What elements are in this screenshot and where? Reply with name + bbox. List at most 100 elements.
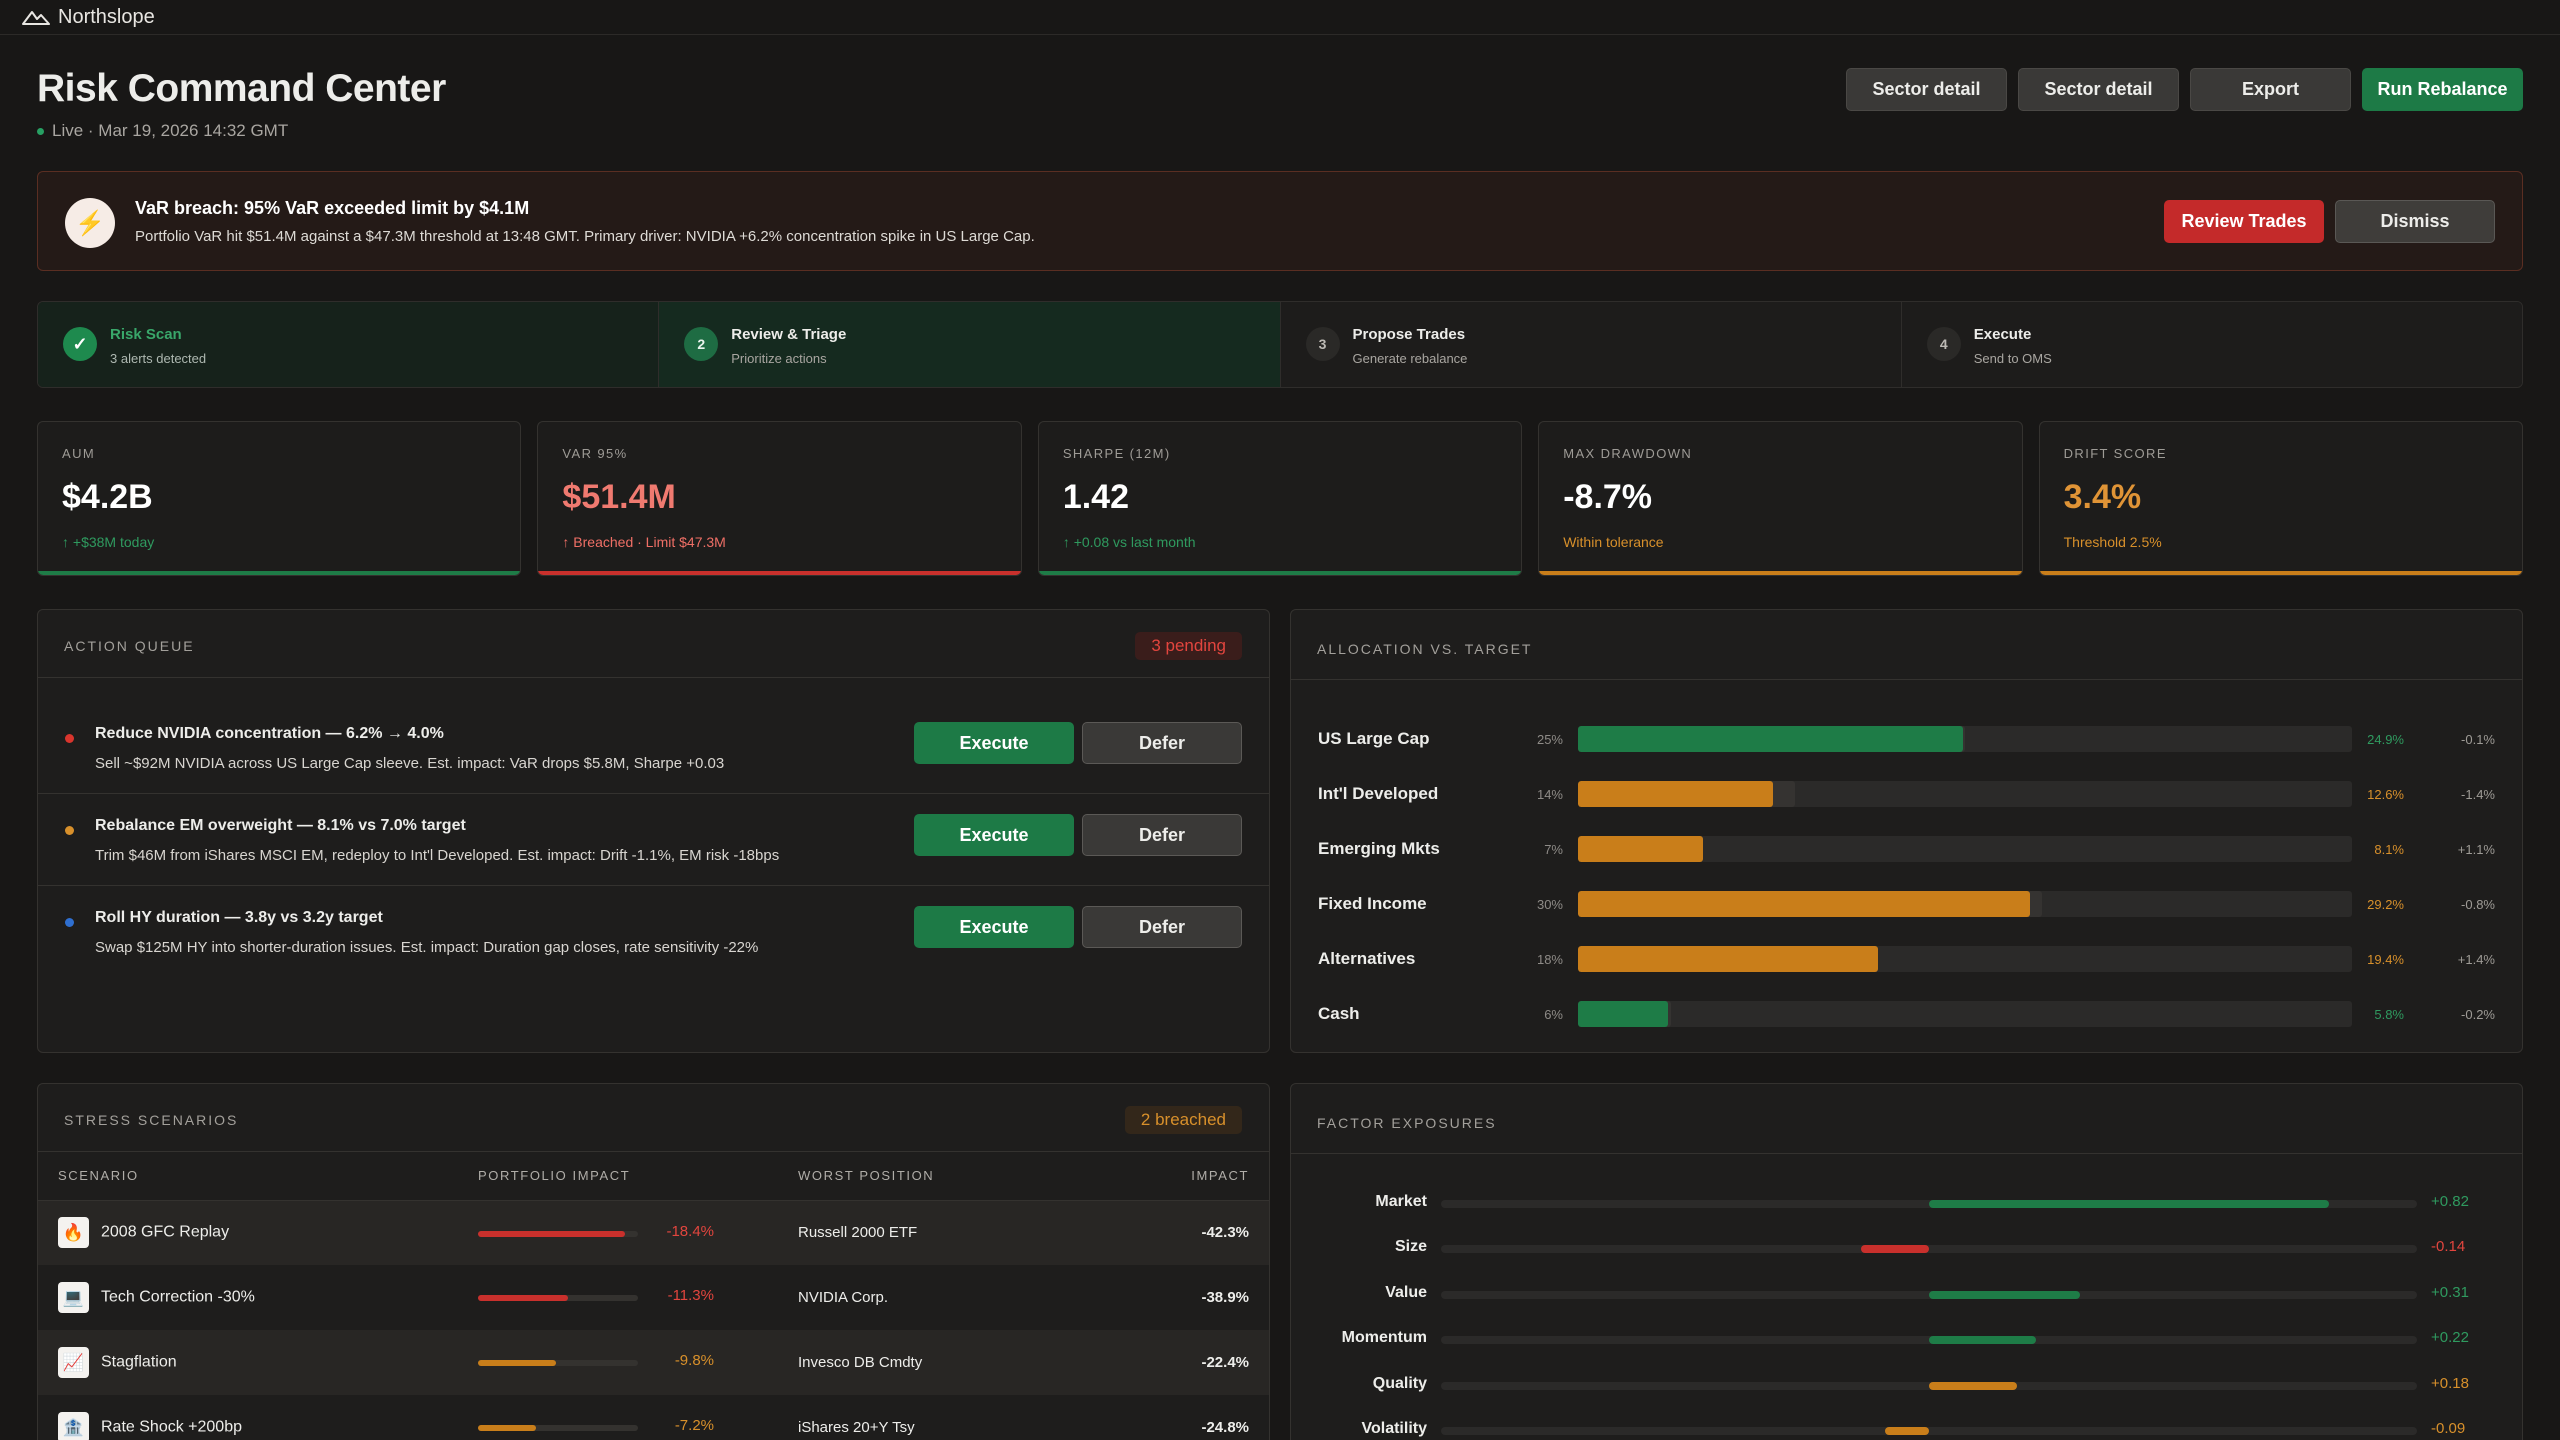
impact-bar — [478, 1360, 557, 1366]
step-title: Review & Triage — [731, 326, 847, 343]
action-queue-header: ACTION QUEUE 3 pending — [38, 610, 1269, 678]
allocation-row: Cash 6% 5.8% -0.2% — [1291, 999, 2522, 1029]
col-portfolio-impact[interactable]: PORTFOLIO IMPACT — [478, 1152, 798, 1201]
step-1[interactable]: ✓ Risk Scan 3 alerts detected — [38, 302, 660, 387]
col-worst-position[interactable]: WORST POSITION — [798, 1152, 1098, 1201]
action-title: Rebalance EM overweight — 8.1% vs 7.0% t… — [95, 817, 466, 834]
bank-icon: 🏦 — [58, 1412, 89, 1440]
mountain-logo-icon — [22, 11, 50, 25]
factor-value: +0.22 — [2431, 1329, 2469, 1347]
step-2[interactable]: 2 Review & Triage Prioritize actions — [659, 302, 1281, 387]
kpi-label: VAR 95% — [562, 446, 628, 461]
execute-button[interactable]: Execute — [914, 814, 1074, 856]
action-description: Sell ~$92M NVIDIA across US Large Cap sl… — [95, 755, 725, 772]
kpi-subtext: ↑ +0.08 vs last month — [1062, 534, 1196, 550]
allocation-row: Alternatives 18% 19.4% +1.4% — [1291, 944, 2522, 974]
impact-bar — [478, 1425, 536, 1431]
chart-icon: 📈 — [58, 1347, 89, 1378]
step-number: 2 — [684, 327, 719, 361]
col-scenario[interactable]: SCENARIO — [38, 1152, 478, 1201]
factor-value: +0.18 — [2431, 1374, 2469, 1392]
step-subtitle: Send to OMS — [1973, 351, 2052, 366]
stress-table-header: SCENARIO PORTFOLIO IMPACT WORST POSITION… — [38, 1152, 1269, 1201]
defer-button[interactable]: Defer — [1082, 722, 1242, 764]
step-3[interactable]: 3 Propose Trades Generate rebalance — [1280, 302, 1902, 387]
var-breach-alert: ⚡ VaR breach: 95% VaR exceeded limit by … — [37, 171, 2523, 271]
laptop-icon: 💻 — [58, 1282, 89, 1313]
export-button[interactable]: Export — [2190, 68, 2351, 111]
factor-bar-track — [1441, 1245, 2417, 1254]
impact-bar-track — [478, 1425, 638, 1431]
target-weight: 30% — [1536, 896, 1563, 912]
step-4[interactable]: 4 Execute Send to OMS — [1901, 302, 2522, 387]
factor-value: -0.14 — [2431, 1238, 2466, 1256]
top-bar: Northslope — [0, 0, 2560, 35]
kpi-label: AUM — [62, 446, 96, 461]
kpi-status-bar — [2039, 571, 2523, 575]
factor-row: Value +0.31 — [1291, 1278, 2522, 1308]
factor-value: -0.09 — [2431, 1420, 2466, 1437]
dismiss-button[interactable]: Dismiss — [2335, 200, 2495, 243]
table-row[interactable]: 🏦 Rate Shock +200bp -7.2% iShares 20+Y Tsy -… — [38, 1395, 1269, 1440]
asset-class-name: Emerging Mkts — [1318, 839, 1440, 858]
sector-detail-button-2[interactable]: Sector detail — [2018, 68, 2179, 111]
factor-bar — [1929, 1200, 2330, 1208]
priority-dot — [65, 918, 74, 927]
factor-name: Value — [1385, 1283, 1427, 1301]
factor-exposures-panel: FACTOR EXPOSURES Market +0.82 Size -0.14 Val… — [1290, 1083, 2523, 1440]
live-status: Live · Mar 19, 2026 14:32 GMT — [37, 121, 288, 141]
kpi-card: AUM $4.2B ↑ +$38M today — [37, 421, 522, 576]
weight-difference: -0.1% — [2461, 731, 2495, 747]
kpi-value: $4.2B — [62, 478, 153, 516]
target-weight: 7% — [1544, 841, 1563, 857]
allocation-row: Emerging Mkts 7% 8.1% +1.1% — [1291, 834, 2522, 864]
defer-button[interactable]: Defer — [1082, 814, 1242, 856]
actual-weight: 12.6% — [2367, 786, 2404, 802]
alert-title: VaR breach: 95% VaR exceeded limit by $4… — [135, 198, 530, 218]
allocation-bar-track — [1578, 1001, 2352, 1027]
step-subtitle: 3 alerts detected — [110, 351, 207, 366]
kpi-value: 1.42 — [1062, 478, 1129, 516]
breached-badge: 2 breached — [1124, 1106, 1242, 1134]
asset-class-name: Int'l Developed — [1318, 784, 1439, 803]
worst-impact: -38.9% — [1201, 1289, 1249, 1306]
target-weight: 6% — [1544, 1006, 1563, 1022]
asset-class-name: Cash — [1318, 1004, 1360, 1023]
table-row[interactable]: 📈 Stagflation -9.8% Invesco DB Cmdty -22.4% — [38, 1330, 1269, 1395]
factor-row: Size -0.14 — [1291, 1232, 2522, 1262]
col-impact[interactable]: IMPACT — [1098, 1152, 1269, 1201]
weight-difference: -0.8% — [2461, 896, 2495, 912]
target-weight: 18% — [1536, 951, 1563, 967]
factor-bar — [1929, 1290, 2081, 1299]
defer-button[interactable]: Defer — [1082, 906, 1242, 948]
scenario-name: Tech Correction -30% — [101, 1288, 255, 1306]
actual-weight: 5.8% — [2374, 1006, 2404, 1022]
portfolio-impact-cell: -9.8% — [478, 1330, 798, 1395]
scenario-cell: 💻 Tech Correction -30% — [38, 1265, 478, 1330]
action-item: Roll HY duration — 3.8y vs 3.2y target Sw… — [38, 886, 1269, 978]
scenario-cell: 🏦 Rate Shock +200bp — [38, 1395, 478, 1440]
table-row[interactable]: 🔥 2008 GFC Replay -18.4% Russell 2000 ETF -4… — [38, 1200, 1269, 1265]
review-trades-button[interactable]: Review Trades — [2164, 200, 2324, 243]
impact-bar — [478, 1295, 569, 1301]
execute-button[interactable]: Execute — [914, 906, 1074, 948]
actual-weight: 24.9% — [2367, 731, 2404, 747]
factor-row: Market +0.82 — [1291, 1187, 2522, 1217]
execute-button[interactable]: Execute — [914, 722, 1074, 764]
page-header: Risk Command Center Live · Mar 19, 2026 … — [37, 35, 2523, 155]
kpi-value: -8.7% — [1563, 478, 1653, 516]
page: Risk Command Center Live · Mar 19, 2026 … — [37, 35, 2524, 1440]
action-buttons: Execute Defer — [914, 814, 1242, 856]
table-row[interactable]: 💻 Tech Correction -30% -11.3% NVIDIA Corp. -… — [38, 1265, 1269, 1330]
kpi-card: MAX DRAWDOWN -8.7% Within tolerance — [1538, 421, 2023, 576]
actual-bar — [1578, 946, 1879, 972]
stress-table: SCENARIO PORTFOLIO IMPACT WORST POSITION… — [38, 1152, 1269, 1440]
kpi-subtext: ↑ Breached · Limit $47.3M — [562, 534, 726, 550]
portfolio-impact-value: -18.4% — [666, 1222, 714, 1240]
run-rebalance-button[interactable]: Run Rebalance — [2362, 68, 2523, 111]
action-buttons: Execute Defer — [914, 722, 1242, 764]
live-indicator-dot — [37, 127, 44, 135]
stress-scenarios-panel: STRESS SCENARIOS 2 breached SCENARIO POR… — [37, 1083, 1270, 1440]
sector-detail-button[interactable]: Sector detail — [1846, 68, 2007, 111]
kpi-value: 3.4% — [2063, 478, 2142, 516]
